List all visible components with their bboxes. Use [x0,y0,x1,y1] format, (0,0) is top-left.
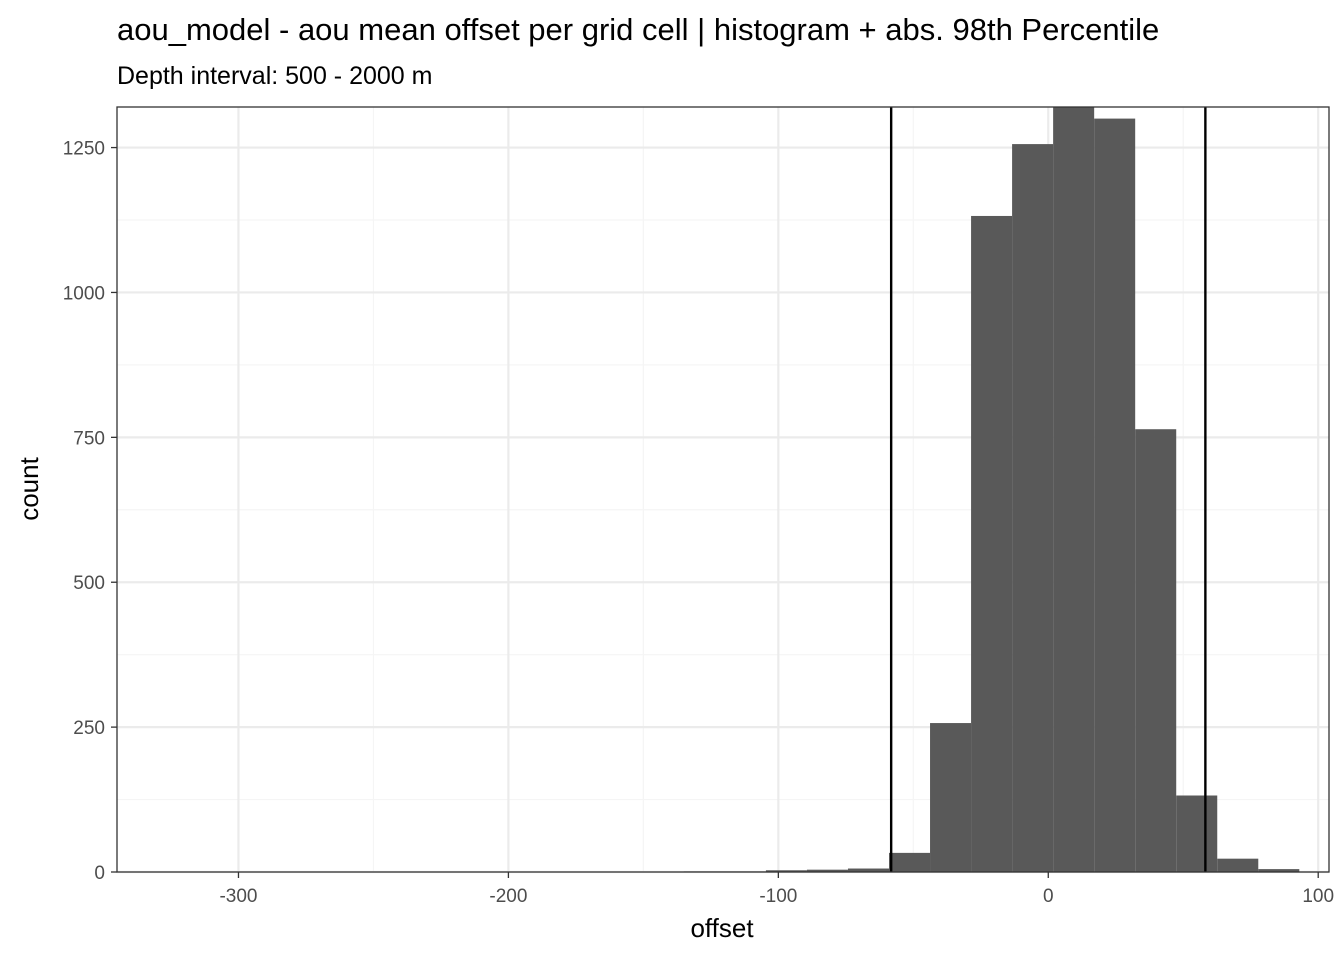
panel-border [116,106,1330,873]
x-tick-label: -200 [489,886,527,907]
y-axis-title: count [14,456,44,520]
x-tick-label: 100 [1302,886,1334,907]
histogram-bar [1258,869,1300,872]
y-tick-label: 500 [73,573,105,594]
percentile-lines [889,107,1207,872]
y-tick-label: 250 [73,718,105,739]
y-axis-ticks: 0 250 500 750 1000 1250 [63,139,117,884]
y-tick-label: 1000 [63,283,105,304]
histogram-bar [1012,144,1054,872]
histogram-bar [1135,429,1177,872]
histogram-bar [1176,795,1218,872]
histogram-bars [683,107,1300,873]
y-tick-label: 750 [73,428,105,449]
histogram-bar [1217,858,1259,872]
histogram-bar [971,215,1013,873]
chart-subtitle: Depth interval: 500 - 2000 m [117,62,432,90]
histogram-bar [1094,118,1136,872]
x-tick-label: -100 [759,886,797,907]
histogram-bar [889,852,931,872]
x-axis-title: offset [690,913,754,943]
histogram-bar [930,723,972,872]
histogram-bar [765,870,807,872]
histogram-bar [806,869,848,872]
histogram-bar [1053,107,1095,872]
y-tick-label: 1250 [63,139,105,160]
histogram-bar [847,868,890,872]
y-tick-label: 0 [94,863,105,884]
x-tick-label: -300 [219,886,257,907]
chart-title: aou_model - aou mean offset per grid cel… [117,12,1159,47]
x-axis-ticks: -300 -200 -100 0 100 [219,872,1334,907]
x-tick-label: 0 [1043,886,1054,907]
